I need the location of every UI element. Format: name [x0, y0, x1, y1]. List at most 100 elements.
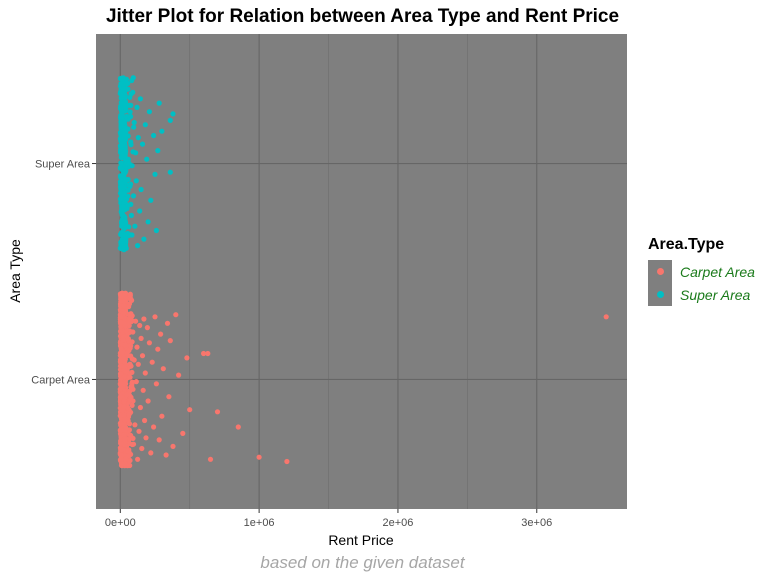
- dense-point: [118, 154, 124, 161]
- dense-point: [118, 393, 124, 400]
- dense-point: [118, 160, 124, 166]
- data-point: [148, 197, 154, 203]
- plot-panel: [96, 34, 627, 509]
- data-point: [207, 456, 214, 462]
- legend-label: Super Area: [680, 286, 751, 303]
- dense-point: [121, 303, 127, 309]
- dense-point: [122, 417, 128, 423]
- data-point: [141, 236, 147, 242]
- legend-title: Area.Type: [648, 236, 725, 253]
- dense-point: [117, 136, 123, 142]
- data-point: [142, 417, 148, 424]
- data-point: [133, 318, 139, 324]
- data-point: [137, 208, 143, 214]
- data-point: [133, 178, 139, 184]
- legend-dot-carpet-area: [657, 268, 664, 275]
- dense-point: [117, 179, 123, 185]
- chart-title: Jitter Plot for Relation between Area Ty…: [105, 6, 620, 27]
- dense-point: [122, 100, 128, 106]
- dense-point: [118, 427, 124, 433]
- y-axis-label: Area Type: [7, 239, 23, 303]
- dense-point: [125, 156, 131, 162]
- dense-point: [117, 413, 123, 419]
- data-point: [124, 350, 130, 357]
- legend-item-super-area: Super Area: [648, 283, 755, 306]
- dense-point: [123, 76, 130, 82]
- data-point: [167, 117, 173, 123]
- data-point: [126, 411, 132, 417]
- dense-point: [122, 108, 128, 114]
- dense-point: [118, 114, 124, 120]
- dense-point: [123, 456, 129, 462]
- dense-point: [122, 436, 128, 442]
- data-point: [145, 219, 151, 225]
- data-point: [146, 109, 152, 115]
- data-points: [123, 89, 609, 465]
- dense-point: [119, 183, 126, 189]
- data-point: [132, 223, 138, 229]
- data-point: [184, 355, 190, 361]
- data-point: [151, 132, 157, 139]
- legend-dot-super-area: [657, 291, 664, 298]
- data-point: [133, 379, 139, 385]
- legend-label: Carpet Area: [680, 263, 755, 280]
- data-point: [128, 314, 134, 320]
- data-point: [159, 413, 165, 419]
- caption: based on the given dataset: [260, 553, 465, 572]
- dense-point: [118, 314, 124, 320]
- data-point: [151, 424, 157, 430]
- dense-point: [117, 190, 124, 196]
- data-point: [138, 186, 144, 193]
- data-point: [125, 448, 131, 454]
- data-point: [152, 171, 158, 177]
- dense-point: [121, 432, 127, 438]
- dense-point: [127, 293, 133, 299]
- data-point: [137, 404, 143, 411]
- data-point: [133, 150, 139, 156]
- dense-point: [125, 86, 131, 92]
- dense-point: [117, 165, 123, 171]
- dense-point: [118, 420, 124, 426]
- data-point: [158, 331, 164, 337]
- dense-point: [122, 162, 128, 168]
- dense-point: [122, 342, 128, 348]
- dense-point: [122, 323, 128, 329]
- dense-point: [121, 237, 127, 243]
- dense-point: [120, 85, 126, 92]
- data-point: [129, 402, 135, 408]
- dense-point: [128, 343, 134, 349]
- data-point: [138, 335, 144, 341]
- data-point: [146, 340, 152, 346]
- data-point: [137, 322, 143, 329]
- data-point: [142, 122, 148, 128]
- x-tick-label: 1e+06: [244, 517, 275, 529]
- dense-point: [123, 368, 129, 374]
- data-point: [145, 398, 151, 404]
- data-point: [123, 392, 130, 398]
- data-point: [131, 119, 137, 126]
- data-point: [156, 437, 162, 443]
- data-point: [142, 370, 148, 376]
- data-point: [134, 104, 140, 110]
- dense-point: [123, 425, 129, 431]
- data-point: [170, 111, 176, 117]
- data-point: [187, 407, 193, 413]
- x-axis-label: Rent Price: [328, 532, 394, 548]
- data-point: [170, 443, 176, 449]
- dense-point: [120, 336, 126, 343]
- data-point: [152, 314, 158, 320]
- data-point: [156, 100, 162, 106]
- data-point: [164, 320, 171, 326]
- data-point: [141, 316, 147, 322]
- legend-key: [648, 283, 672, 306]
- dense-point: [129, 379, 135, 385]
- dense-point: [120, 231, 127, 237]
- data-point: [155, 148, 161, 154]
- data-point: [167, 338, 173, 344]
- dense-point: [129, 369, 135, 375]
- dense-point: [122, 217, 128, 223]
- data-point: [137, 96, 143, 102]
- y-tick-label: Super Area: [35, 159, 91, 171]
- data-point: [284, 458, 290, 465]
